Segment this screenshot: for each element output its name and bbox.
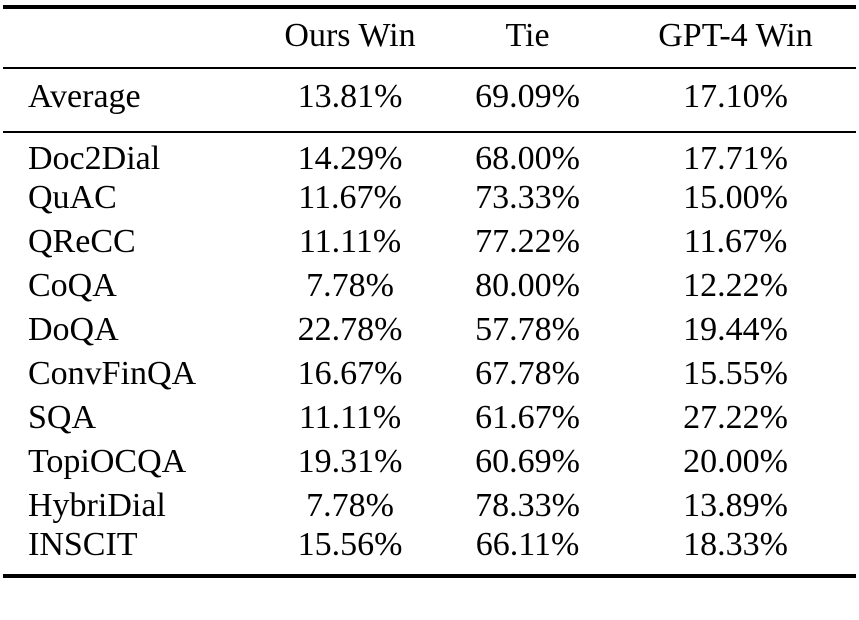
cell-gpt4-win: 20.00% [683, 443, 788, 480]
cell-tie: 57.78% [475, 311, 580, 348]
row-label: INSCIT [28, 526, 138, 563]
column-header-tie: Tie [505, 16, 550, 54]
cell-tie: 77.22% [475, 223, 580, 260]
row-label: DoQA [28, 311, 119, 348]
table-row: Doc2Dial 14.29% 68.00% 17.71% [3, 132, 856, 176]
cell-ours-win: 11.11% [298, 223, 402, 260]
cell-ours-win: 13.81% [297, 78, 403, 115]
cell-ours-win: 15.56% [297, 526, 403, 563]
row-label: SQA [28, 399, 97, 436]
cell-gpt4-win: 18.33% [683, 526, 788, 563]
row-label: HybriDial [28, 487, 166, 524]
cell-gpt4-win: 15.00% [683, 179, 788, 216]
table-row: CoQA 7.78% 80.00% 12.22% [3, 264, 856, 308]
average-row: Average 13.81% 69.09% 17.10% [3, 68, 856, 132]
cell-ours-win: 11.67% [298, 179, 402, 216]
table-row: QuAC 11.67% 73.33% 15.00% [3, 176, 856, 220]
row-label: Doc2Dial [28, 139, 161, 177]
cell-gpt4-win: 11.67% [683, 223, 788, 260]
cell-tie: 68.00% [475, 139, 580, 177]
cell-gpt4-win: 17.71% [683, 139, 788, 177]
table-row: DoQA 22.78% 57.78% 19.44% [3, 308, 856, 352]
cell-ours-win: 22.78% [297, 311, 403, 348]
row-label: CoQA [28, 267, 117, 304]
cell-ours-win: 11.11% [298, 399, 402, 436]
cell-tie: 61.67% [475, 399, 580, 436]
cell-ours-win: 19.31% [297, 443, 403, 480]
row-label: QReCC [28, 223, 136, 260]
cell-tie: 69.09% [475, 78, 580, 115]
table-row: ConvFinQA 16.67% 67.78% 15.55% [3, 352, 856, 396]
cell-ours-win: 7.78% [306, 487, 394, 524]
cell-gpt4-win: 27.22% [683, 399, 788, 436]
column-header-empty [3, 7, 260, 68]
cell-gpt4-win: 12.22% [683, 267, 788, 304]
column-header-ours-win: Ours Win [284, 16, 416, 54]
cell-ours-win: 14.29% [297, 139, 403, 177]
cell-tie: 80.00% [475, 267, 580, 304]
cell-gpt4-win: 17.10% [683, 78, 788, 115]
table-header: Ours Win Tie GPT-4 Win [3, 7, 856, 68]
cell-tie: 67.78% [475, 355, 580, 392]
cell-ours-win: 16.67% [297, 355, 403, 392]
cell-tie: 73.33% [475, 179, 580, 216]
cell-tie: 60.69% [475, 443, 580, 480]
cell-tie: 66.11% [475, 526, 580, 563]
table-row: TopiOCQA 19.31% 60.69% 20.00% [3, 440, 856, 484]
dataset-rows-section: Doc2Dial 14.29% 68.00% 17.71% QuAC 11.67… [3, 132, 856, 576]
table-row: HybriDial 7.78% 78.33% 13.89% [3, 484, 856, 528]
row-label: Average [28, 78, 141, 115]
cell-tie: 78.33% [475, 487, 580, 524]
table-row: QReCC 11.11% 77.22% 11.67% [3, 220, 856, 264]
average-section: Average 13.81% 69.09% 17.10% [3, 68, 856, 132]
cell-ours-win: 7.78% [306, 267, 394, 304]
row-label: ConvFinQA [28, 355, 197, 392]
results-table: Ours Win Tie GPT-4 Win Average 13.81% 69… [3, 5, 856, 578]
table-row: INSCIT 15.56% 66.11% 18.33% [3, 528, 856, 576]
paper-table-figure: Ours Win Tie GPT-4 Win Average 13.81% 69… [0, 5, 859, 620]
cell-gpt4-win: 13.89% [683, 487, 788, 524]
row-label: TopiOCQA [28, 443, 187, 480]
cell-gpt4-win: 15.55% [683, 355, 788, 392]
table-row: SQA 11.11% 61.67% 27.22% [3, 396, 856, 440]
row-label: QuAC [28, 179, 117, 216]
cell-gpt4-win: 19.44% [683, 311, 788, 348]
column-header-gpt4-win: GPT-4 Win [658, 16, 813, 54]
header-row: Ours Win Tie GPT-4 Win [3, 7, 856, 68]
